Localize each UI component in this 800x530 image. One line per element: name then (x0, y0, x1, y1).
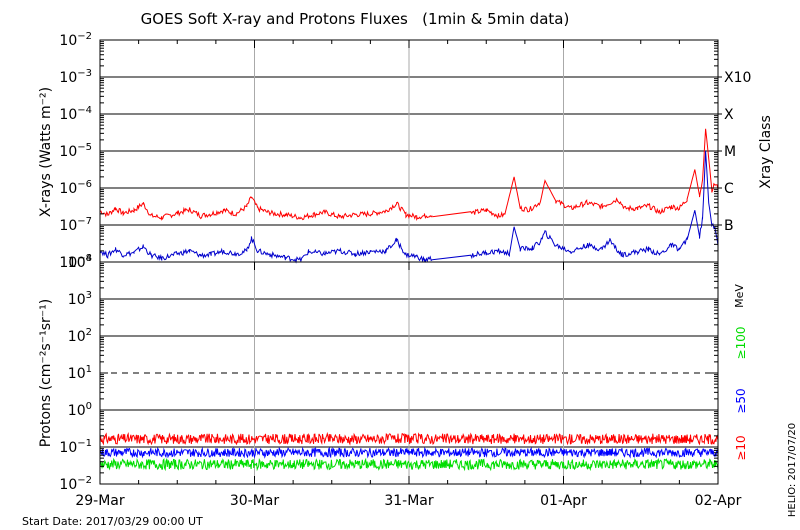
x-tick-label: 30-Mar (230, 493, 280, 509)
xray-y-tick-label: 10−7 (59, 216, 92, 234)
xray-y-axis-label: X-rays (Watts m⁻²) (38, 87, 54, 217)
proton-day-gridlines (254, 262, 564, 484)
proton-y-axis-label: Protons (cm⁻²s⁻¹sr⁻¹) (38, 299, 54, 448)
chart-title: GOES Soft X-ray and Protons Fluxes (1min… (141, 10, 570, 28)
proton-series-ge50 (99, 446, 719, 459)
credit-label: HELIO: 2017/07/20 (787, 423, 798, 517)
proton-legend-ge100: ≥100 (734, 327, 748, 360)
xray-class-label: X10 (724, 70, 751, 86)
x-tick-label: 02-Apr (695, 493, 742, 509)
proton-legend-ge50: ≥50 (734, 388, 748, 413)
proton-y-tick-label: 101 (68, 364, 92, 382)
xray-y-tick-label: 10−5 (59, 142, 92, 160)
xray-y-tick-label: 10−3 (59, 68, 92, 86)
xray-class-axis-label: Xray Class (758, 115, 774, 189)
proton-y-tick-label: 100 (68, 401, 92, 419)
xray-class-label: M (724, 144, 736, 160)
xray-class-labels: B C M X X10 (718, 70, 751, 234)
xray-y-tick-label: 10−2 (59, 31, 92, 49)
xray-class-label: C (724, 181, 734, 197)
start-date-label: Start Date: 2017/03/29 00:00 UT (22, 515, 203, 528)
xray-series-short (99, 150, 719, 264)
xray-y-tick-label: 10−6 (59, 179, 92, 197)
xray-class-label: X (724, 107, 734, 123)
proton-series-ge100 (99, 457, 719, 472)
proton-y-tick-label: 10−1 (59, 438, 92, 456)
proton-energy-legend: ≥10 ≥50 ≥100 (734, 327, 748, 461)
xray-series-long (99, 128, 719, 221)
xray-y-tick-label: 10−4 (59, 105, 92, 123)
proton-unit-label: MeV (733, 284, 746, 308)
proton-series-ge10 (99, 431, 719, 446)
proton-legend-ge10: ≥10 (734, 435, 748, 460)
proton-series-lines (99, 431, 719, 472)
proton-y-tick-label: 102 (68, 327, 92, 345)
x-tick-label: 31-Mar (384, 493, 434, 509)
xray-day-gridlines (254, 40, 564, 262)
proton-y-tick-label: 10−2 (59, 475, 92, 493)
x-axis-ticks: 29-Mar 30-Mar 31-Mar 01-Apr 02-Apr (75, 40, 742, 509)
x-tick-label: 29-Mar (75, 493, 125, 509)
proton-y-tick-label: 103 (68, 290, 92, 308)
proton-panel: 10−2 10−1 100 101 102 103 104 29-Mar 30-Mar 31-M… (38, 40, 748, 509)
proton-y-tick-label: 104 (68, 253, 92, 271)
xray-class-label: B (724, 218, 734, 234)
xray-series-lines (99, 128, 719, 264)
x-tick-label: 01-Apr (540, 493, 587, 509)
